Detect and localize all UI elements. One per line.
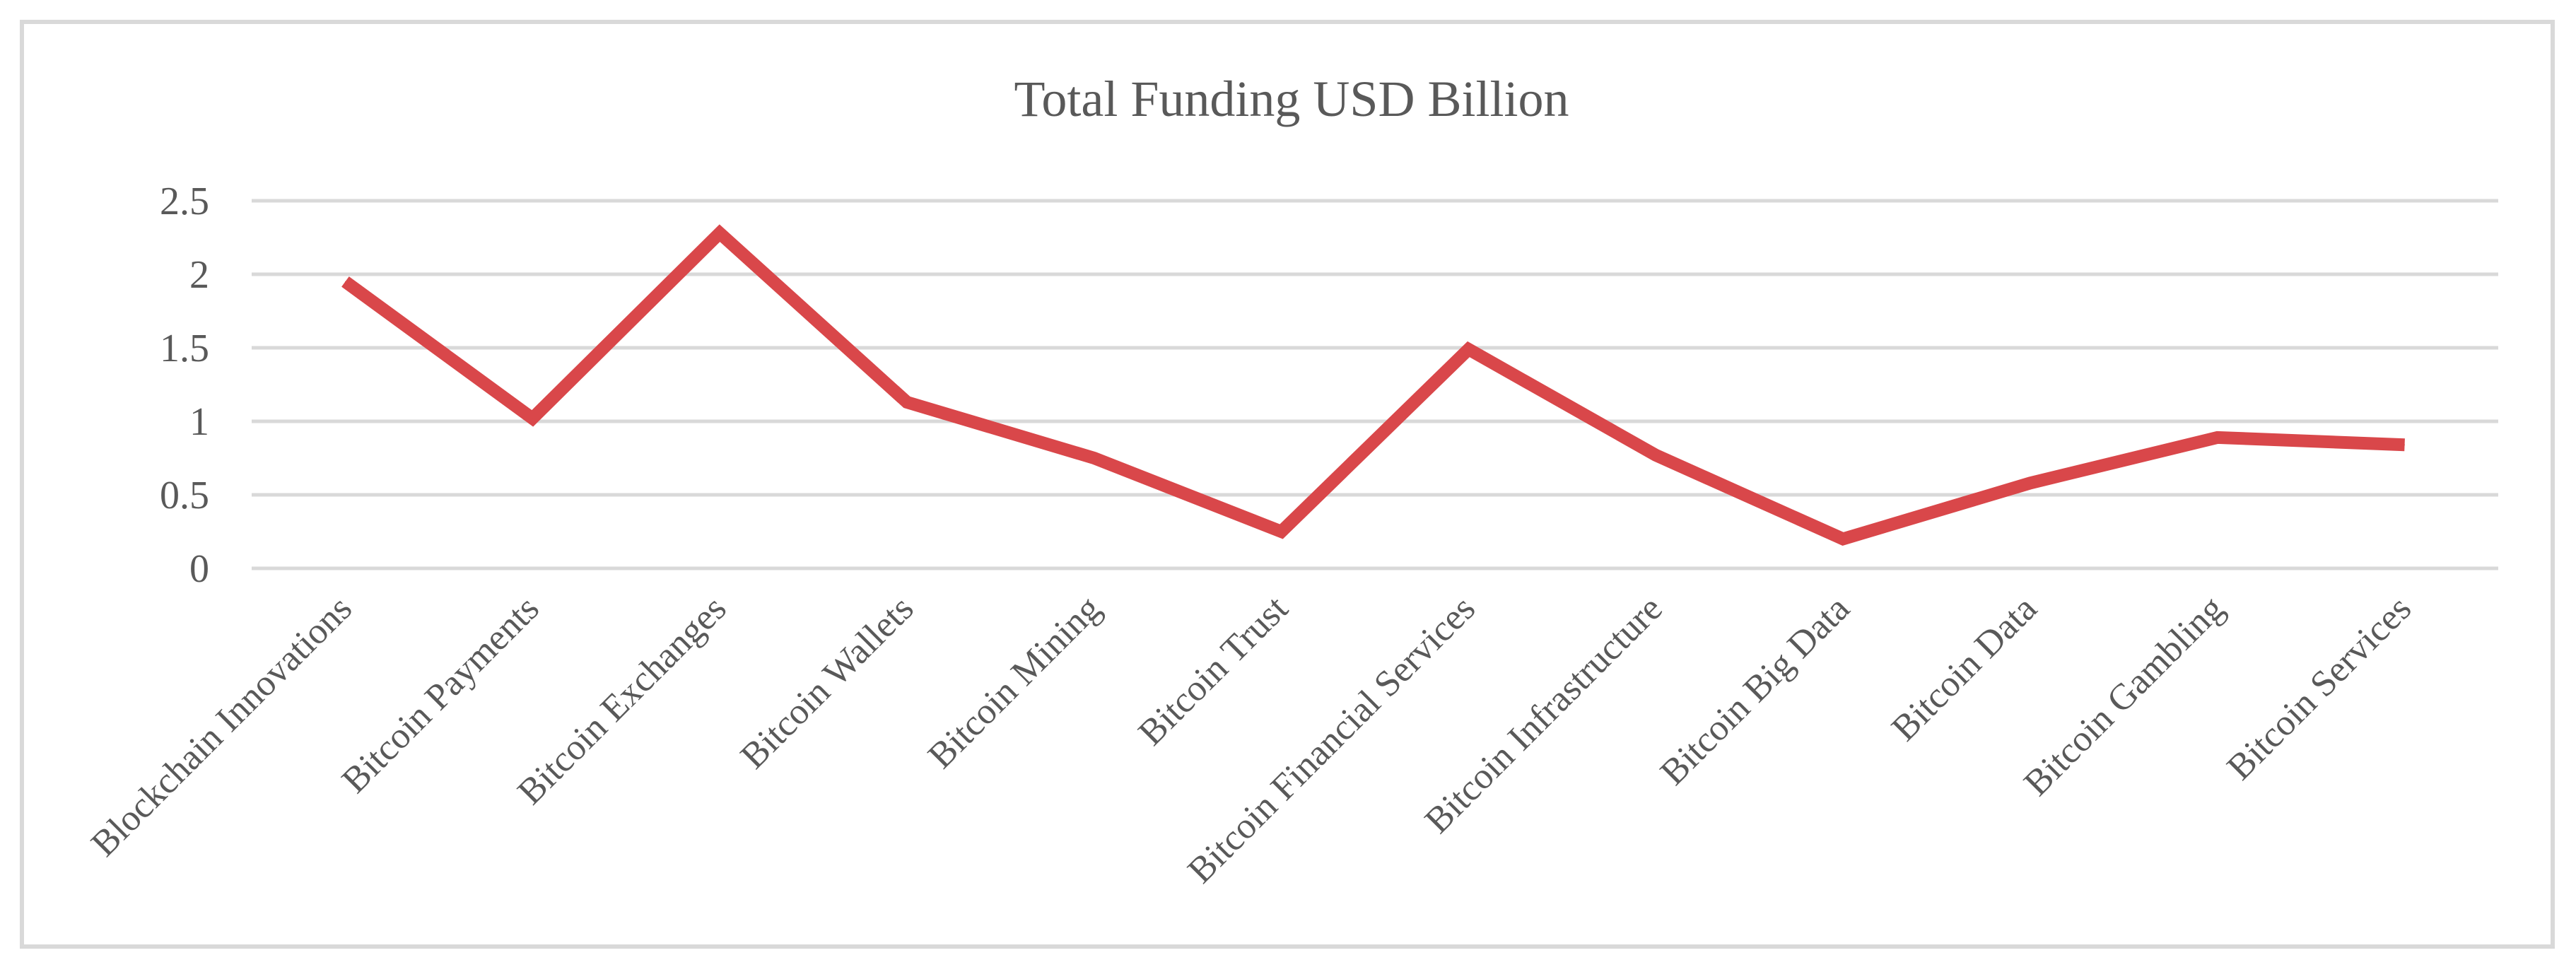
x-category-label: Bitcoin Big Data xyxy=(1653,588,1857,792)
y-tick-label: 1.5 xyxy=(160,327,209,370)
chart-title: Total Funding USD Billion xyxy=(1014,71,1569,127)
x-category-label: Blockchain Innovations xyxy=(83,588,360,865)
x-category-label: Bitcoin Gambling xyxy=(2016,588,2232,804)
y-tick-label: 2 xyxy=(189,253,209,297)
line-chart: Total Funding USD Billion 0 0.5 1 1.5 2 2.5 B… xyxy=(83,71,2498,891)
gridlines xyxy=(252,199,2498,570)
y-tick-label: 0 xyxy=(189,547,209,591)
x-category-label: Bitcoin Payments xyxy=(334,588,547,801)
y-tick-label: 1 xyxy=(189,400,209,444)
data-point xyxy=(2217,437,2218,438)
y-axis-tick-labels: 0 0.5 1 1.5 2 2.5 xyxy=(160,180,209,591)
y-tick-label: 0.5 xyxy=(160,474,209,517)
data-point xyxy=(344,281,346,282)
x-category-label: Bitcoin Trust xyxy=(1131,588,1296,754)
x-category-label: Bitcoin Services xyxy=(2220,588,2419,787)
chart-frame: Total Funding USD Billion 0 0.5 1 1.5 2 2.5 B… xyxy=(20,20,2555,949)
data-point xyxy=(1468,349,1469,350)
y-tick-label: 2.5 xyxy=(160,180,209,223)
x-category-label: Bitcoin Wallets xyxy=(733,588,921,776)
x-category-label: Bitcoin Exchanges xyxy=(510,588,734,812)
series-layer xyxy=(341,224,2406,546)
series-line xyxy=(341,224,2405,546)
x-category-label: Bitcoin Mining xyxy=(920,588,1108,776)
x-category-label: Bitcoin Data xyxy=(1884,588,2044,749)
